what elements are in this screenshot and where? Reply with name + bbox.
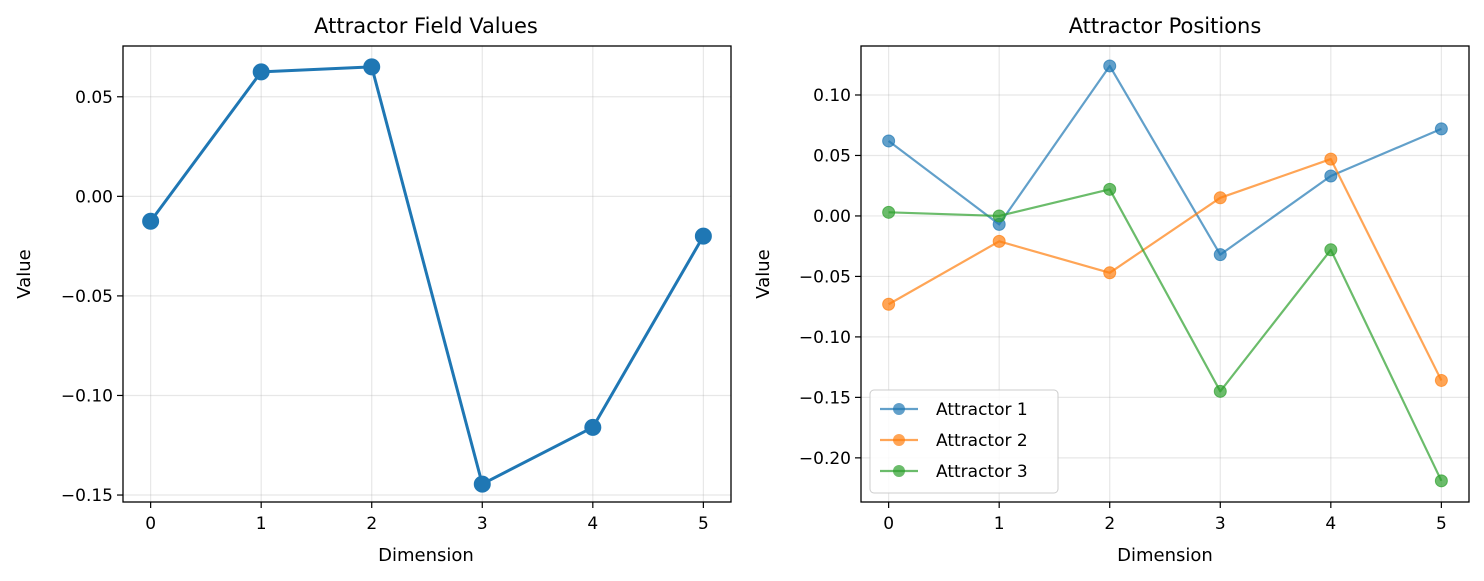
legend-marker — [893, 465, 905, 477]
legend-label: Attractor 1 — [936, 400, 1028, 420]
x-tick-label: 4 — [1325, 514, 1336, 534]
chart-attractor-positions: Attractor Positions Dimension Value 0 1 2 3… — [753, 14, 1470, 566]
data-point — [584, 418, 602, 436]
data-point — [694, 227, 712, 245]
x-tick-label: 5 — [698, 514, 709, 534]
chart-title: Attractor Field Values — [314, 14, 538, 38]
series-line — [149, 65, 705, 486]
y-tick-label: −0.15 — [799, 388, 851, 408]
x-tick-label: 0 — [145, 514, 156, 534]
x-tick-label: 5 — [1436, 514, 1447, 534]
legend-label: Attractor 2 — [936, 431, 1028, 451]
y-tick-label: 0.05 — [75, 88, 113, 108]
chart-attractor-field-values: Attractor Field Values Dimension Value 0… — [14, 14, 732, 566]
x-tick-label: 3 — [477, 514, 488, 534]
series-1 — [882, 59, 1448, 262]
x-tick-label: 1 — [994, 514, 1005, 534]
x-axis-label: Dimension — [378, 545, 474, 566]
x-tick-label: 2 — [1104, 514, 1115, 534]
legend-marker — [893, 403, 905, 415]
legend-item: Attractor 2 — [880, 431, 1028, 451]
y-tick-label: 0.10 — [813, 86, 851, 106]
y-tick-label: −0.15 — [61, 486, 113, 506]
x-tick-label: 2 — [366, 514, 377, 534]
legend-item: Attractor 1 — [880, 400, 1028, 420]
data-point — [1103, 59, 1117, 73]
data-point — [1103, 182, 1117, 196]
data-point — [252, 63, 270, 81]
grid — [861, 46, 1469, 502]
data-point — [363, 58, 381, 76]
y-tick-label: −0.05 — [799, 267, 851, 287]
legend: Attractor 1 Attractor 2 Attractor 3 — [869, 389, 1059, 494]
plot-frame — [122, 45, 732, 503]
grid — [123, 46, 731, 502]
y-tick-label: −0.20 — [799, 449, 851, 469]
data-point — [882, 205, 896, 219]
data-point — [142, 212, 160, 230]
y-axis-label: Value — [753, 249, 774, 298]
plot-frame — [860, 45, 1470, 503]
data-point — [882, 297, 896, 311]
data-point — [1434, 122, 1448, 136]
x-tick-label: 3 — [1215, 514, 1226, 534]
data-point — [992, 209, 1006, 223]
y-tick-label: 0.00 — [75, 187, 113, 207]
series-3 — [882, 182, 1448, 488]
x-tick-label: 4 — [587, 514, 598, 534]
series-line — [888, 188, 1443, 482]
x-axis-label: Dimension — [1117, 545, 1213, 566]
data-point — [1103, 266, 1117, 280]
series-line — [887, 64, 1442, 256]
legend-box — [869, 389, 1059, 494]
series-1 — [142, 58, 712, 493]
data-point — [473, 475, 491, 493]
y-tick-label: −0.10 — [61, 386, 113, 406]
data-point — [1213, 191, 1227, 205]
data-point — [1213, 248, 1227, 262]
x-tick-label: 1 — [256, 514, 267, 534]
data-point — [1324, 152, 1338, 166]
y-tick-label: −0.10 — [799, 328, 851, 348]
legend-marker — [893, 434, 905, 446]
legend-label: Attractor 3 — [936, 462, 1028, 482]
y-tick-label: 0.00 — [813, 207, 851, 227]
y-tick-label: 0.05 — [813, 146, 851, 166]
data-point — [1213, 384, 1227, 398]
data-point — [1434, 373, 1448, 387]
y-tick-label: −0.05 — [61, 287, 113, 307]
y-axis-label: Value — [14, 249, 35, 298]
series-line — [888, 157, 1443, 381]
data-point — [1434, 474, 1448, 488]
chart-title: Attractor Positions — [1069, 14, 1262, 38]
data-point — [1324, 243, 1338, 257]
data-point — [882, 134, 896, 148]
legend-item: Attractor 3 — [880, 462, 1028, 482]
series-2 — [882, 152, 1448, 387]
data-point — [1324, 169, 1338, 183]
x-tick-label: 0 — [883, 514, 894, 534]
data-point — [992, 234, 1006, 248]
